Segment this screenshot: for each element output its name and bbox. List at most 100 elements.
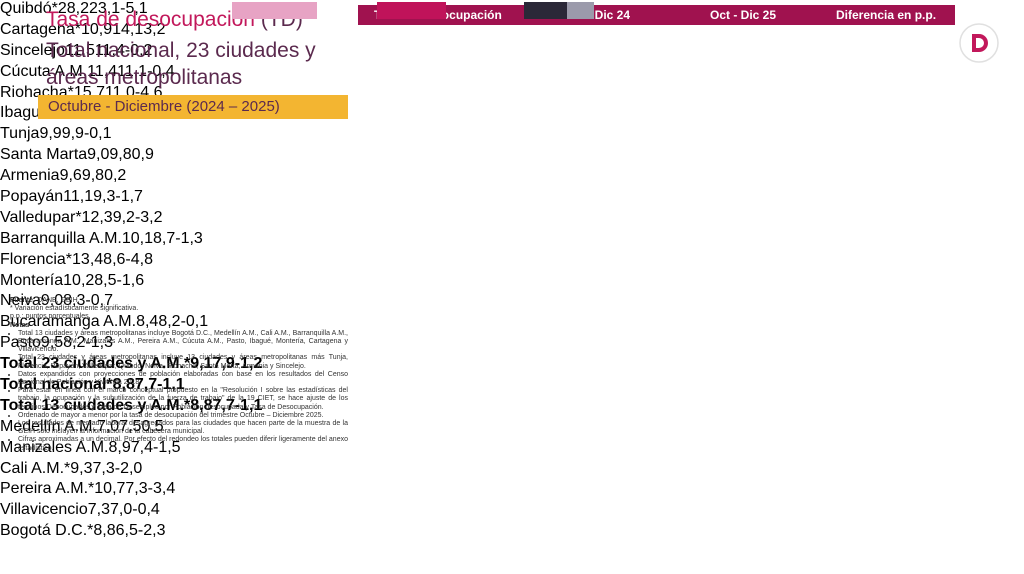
value-2025: 7,3: [92, 459, 115, 477]
row-name: Total 13 ciudades y A.M.*: [0, 396, 191, 414]
value-2025: 9,2: [112, 208, 135, 226]
note-item: Ordenado de mayor a menor por la tasa de…: [18, 412, 348, 420]
source: Fuente: DANE, GEIH.: [10, 297, 348, 305]
row-name: Villavicencio: [0, 501, 88, 519]
table-row: Pereira A.M.*10,7 7,3 -3,4: [0, 2, 1024, 501]
note-item: Para estar en línea con el marco concept…: [18, 387, 348, 412]
note-item: Datos expandidos con proyecciones de pob…: [18, 371, 348, 387]
notes-label-text: Notas: [10, 321, 30, 329]
value-2025: 6,5: [115, 522, 138, 540]
difference: -5,1: [120, 0, 148, 17]
value-2025: 9,9: [61, 125, 84, 143]
row-name: Barranquilla A.M.: [0, 229, 122, 247]
difference: -0,4: [132, 501, 160, 519]
value-2024: 8,8: [190, 396, 213, 414]
difference: 3,2: [143, 20, 166, 38]
difference: 0,5: [141, 417, 164, 435]
value-2025: 7,9: [212, 355, 235, 373]
value-2025: 8,2: [158, 313, 181, 331]
note-list: Total 13 ciudades y áreas metropolitanas…: [10, 330, 348, 453]
value-2024: 9,9: [39, 125, 62, 143]
value-2024: 11,4: [87, 62, 118, 80]
bar-2024: [232, 2, 259, 19]
table-body: Quibdó*28,2 23,1 -5,1 Cartagena*10,9 14,1 3,2…: [0, 0, 1024, 543]
title-main: Tasa de desocupación: [46, 8, 255, 31]
difference: 0,2: [104, 167, 127, 185]
value-2025: 9,3: [93, 188, 116, 206]
source-text: DANE, GEIH.: [37, 297, 80, 304]
row-name: Armenia: [0, 167, 60, 185]
value-2025: 8,3: [63, 292, 86, 310]
difference: -1,5: [152, 438, 181, 456]
difference: -0,7: [85, 292, 113, 310]
bar-2025: [377, 2, 397, 19]
value-2024: 9,6: [59, 167, 82, 185]
table-row: Tunja9,9 9,9 -0,1: [0, 2, 1024, 146]
value-2024: 10,1: [121, 229, 153, 247]
note-line: * Variación estadísticamente significati…: [10, 305, 139, 313]
value-2024: 9,5: [40, 334, 64, 352]
row-name: Bucaramanga A.M.: [0, 313, 137, 331]
value-2024: 8,9: [108, 438, 131, 456]
value-2025: 11,4: [94, 41, 125, 59]
value-2024: 10,2: [63, 271, 95, 289]
difference: -0,1: [180, 313, 209, 331]
value-2025: 8,5: [94, 271, 117, 289]
difference: -2,0: [114, 459, 143, 477]
value-2025: 9,8: [81, 167, 105, 185]
logo-mark: [972, 34, 988, 52]
value-2025: 8,7: [152, 229, 176, 247]
value-2024: 9,3: [70, 459, 93, 477]
value-2024: 10,9: [80, 20, 113, 38]
value-2024: 9,1: [190, 355, 213, 373]
row-name: Total 23 ciudades y A.M.*: [0, 355, 191, 373]
value-2025: 11,1: [117, 62, 148, 80]
period-banner: Octubre - Diciembre (2024 – 2025): [38, 95, 348, 119]
row-name: Cartagena*: [0, 20, 81, 38]
table-row: Valledupar*12,3 9,2 -3,2: [0, 2, 1024, 230]
row-name: Medellín A.M.: [0, 417, 97, 435]
value-2024: 10,7: [94, 480, 126, 498]
note-item: Los resultados de mercado laboral desagr…: [18, 420, 348, 436]
difference: -1,1: [234, 396, 263, 414]
row-name: Pasto: [0, 334, 41, 352]
value-2025: 7,7: [134, 376, 158, 394]
difference: -4,8: [125, 250, 153, 268]
value-2025: 14,1: [112, 20, 144, 38]
logo: [959, 23, 999, 63]
row-name: Neiva: [0, 292, 41, 310]
table-row: Bogotá D.C.*8,8 6,5 -2,3: [0, 2, 1024, 543]
value-2025: 7,7: [212, 396, 235, 414]
difference: -1,6: [116, 271, 145, 289]
value-2024: 28,2: [57, 0, 89, 17]
value-2025: 7,5: [119, 417, 142, 435]
value-2025: 23,1: [88, 0, 121, 17]
row-name: Tunja: [0, 125, 40, 143]
difference: 0,9: [131, 146, 154, 164]
table-row: Florencia*13,4 8,6 -4,8: [0, 2, 1024, 272]
difference: -0,1: [83, 125, 112, 143]
row-name: Sincelejo: [0, 41, 65, 59]
difference: -1,1: [157, 376, 185, 394]
value-2024: 12,3: [81, 208, 113, 226]
table-row: Cali A.M.*9,3 7,3 -2,0: [0, 2, 1024, 481]
row-name: Florencia*: [0, 250, 73, 268]
value-2024: 13,4: [72, 250, 104, 268]
row-name: Cúcuta A.M.: [0, 62, 88, 80]
table-row: Montería10,2 8,5 -1,6: [0, 2, 1024, 293]
note-lines: * Variación estadísticamente significati…: [10, 305, 348, 321]
row-name: Santa Marta: [0, 146, 88, 164]
value-2024: 11,5: [64, 41, 95, 59]
value-2025: 7,0: [110, 501, 133, 519]
source-label: Fuente:: [10, 297, 36, 304]
value-2024: 8,8: [112, 376, 135, 394]
difference: -1,3: [175, 229, 203, 247]
difference: -1,7: [115, 188, 143, 206]
row-name: Montería: [0, 271, 64, 289]
difference: -3,4: [147, 480, 176, 498]
row-name: Pereira A.M.*: [0, 480, 95, 498]
column-header: Oct - Dic 25: [710, 8, 777, 22]
row-name: Popayán: [0, 188, 64, 206]
